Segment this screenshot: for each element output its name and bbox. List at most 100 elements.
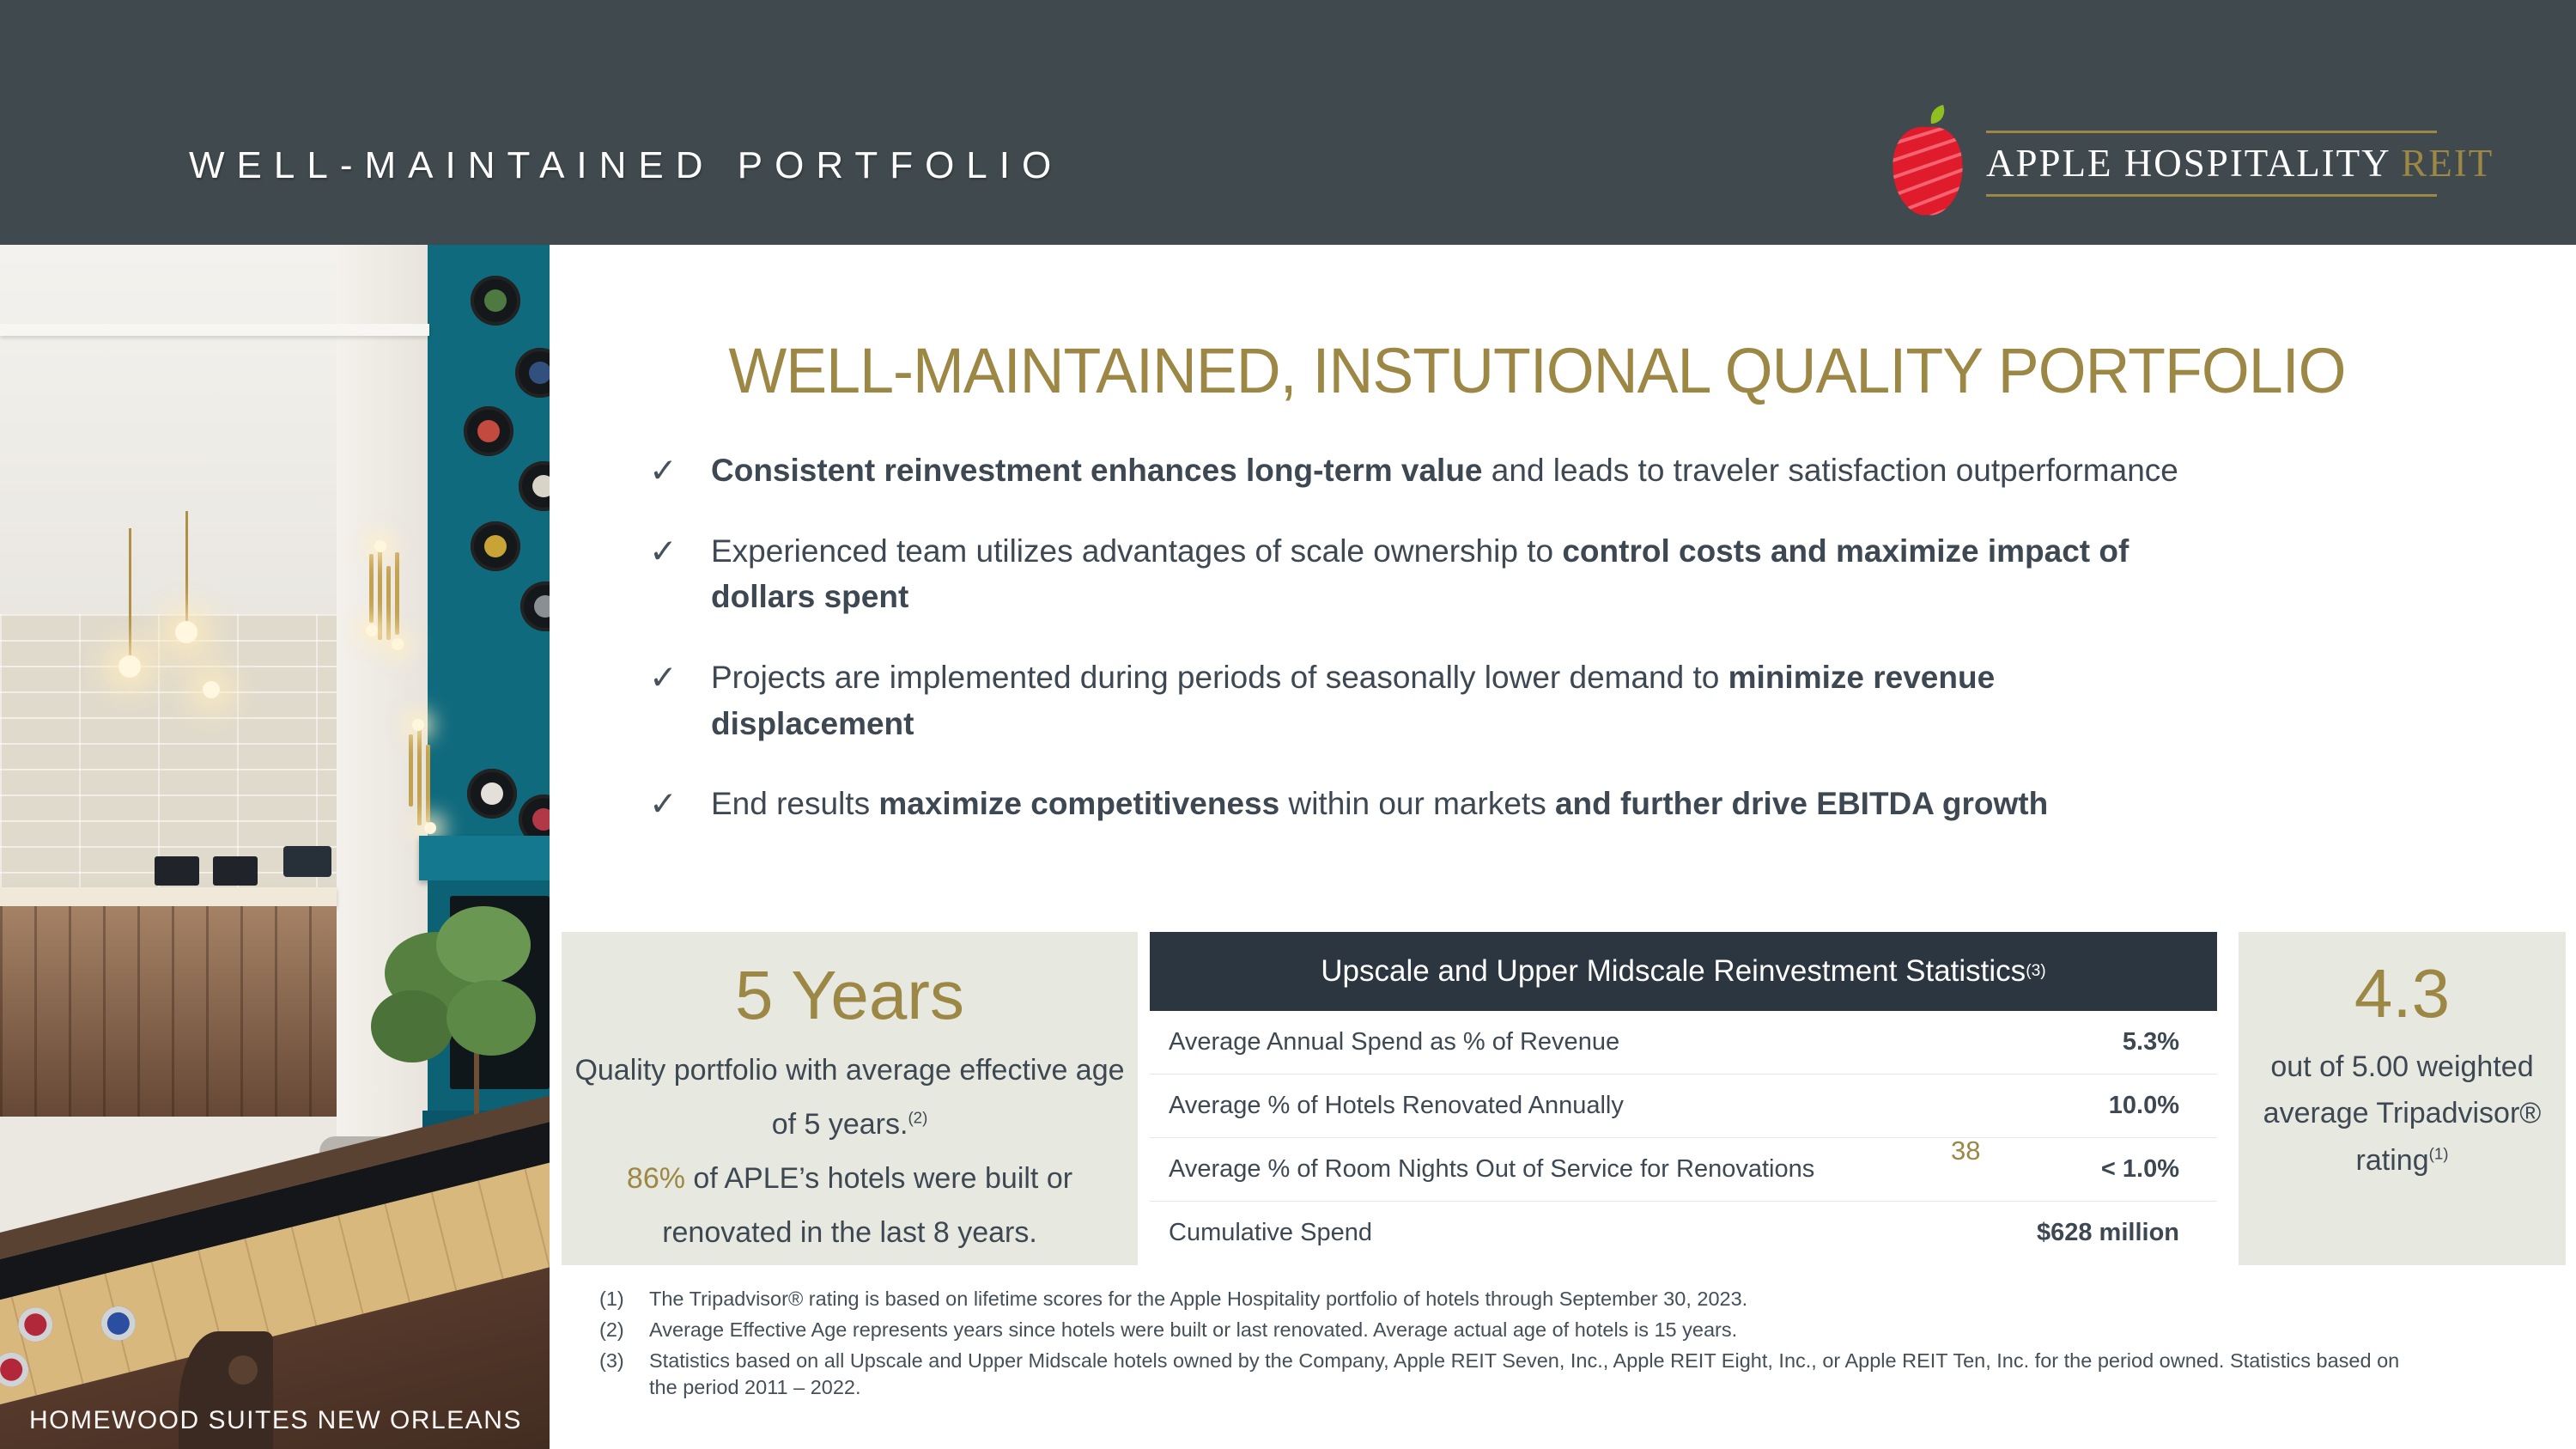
bullet-item: ✓ Consistent reinvestment enhances long-t… <box>649 447 2461 494</box>
footnote-number: (2) <box>599 1318 624 1342</box>
vinyl-record-art <box>471 521 520 571</box>
shuffleboard-leg <box>179 1331 273 1449</box>
stat-desc-rating: out of 5.00 weighted average Tripadvisor… <box>2239 1044 2566 1184</box>
table-row: Average Annual Spend as % of Revenue 5.3% <box>1150 1011 2217 1075</box>
logo-name-accent: REIT <box>2401 141 2494 185</box>
vinyl-record-art <box>471 276 520 326</box>
footnote-number: (1) <box>599 1288 624 1310</box>
apple-logo-icon <box>1893 105 1963 216</box>
bullet-item: ✓ Experienced team utilizes advantages of… <box>649 528 2461 620</box>
wall-sconce <box>404 719 441 855</box>
table-row-label: Average Annual Spend as % of Revenue <box>1169 1028 1620 1056</box>
bullet-text-bold: maximize competitiveness <box>878 786 1280 822</box>
stat-right-text: out of 5.00 weighted average Tripadvisor… <box>2263 1050 2542 1177</box>
bullet-text-bold: Consistent reinvestment enhances long-te… <box>711 453 1483 488</box>
bullet-text-bold: and further drive EBITDA growth <box>1554 786 2049 822</box>
footnote-text: Statistics based on all Upscale and Uppe… <box>649 1349 2400 1399</box>
table-row-label: Average % of Hotels Renovated Annually <box>1169 1092 1624 1119</box>
footnote-text: Average Effective Age represents years s… <box>649 1318 1738 1342</box>
table-row-value: < 1.0% <box>2100 1155 2179 1183</box>
reception-monitor <box>155 856 199 886</box>
reception-counter <box>0 887 337 906</box>
plant-foliage <box>436 906 531 983</box>
footnotes: (1) The Tripadvisor® rating is based on l… <box>599 1286 2428 1405</box>
plant-foliage <box>447 980 536 1056</box>
bullet-text: End results <box>711 786 879 822</box>
pendant-bulb <box>118 655 141 678</box>
table-row-value: $628 million <box>2036 1219 2179 1246</box>
footnote-text: The Tripadvisor® rating is based on life… <box>649 1288 1748 1310</box>
vinyl-record-art <box>515 348 550 398</box>
stat-left-line1: Quality portfolio with average effective… <box>574 1054 1125 1141</box>
stat-value-rating: 4.3 <box>2354 955 2451 1032</box>
footnote: (1) The Tripadvisor® rating is based on l… <box>599 1286 2428 1312</box>
table-body: Average Annual Spend as % of Revenue 5.3%… <box>1150 1011 2217 1264</box>
logo-rule-bottom <box>1986 193 2437 197</box>
footnote-marker: (1) <box>2428 1144 2449 1163</box>
stat-left-highlight: 86% <box>626 1161 685 1195</box>
table-row-value: 5.3% <box>2122 1028 2179 1056</box>
stat-desc-effective-age: Quality portfolio with average effective… <box>562 1044 1138 1260</box>
table-row-label: Cumulative Spend <box>1169 1219 1372 1246</box>
table-title-bar: Upscale and Upper Midscale Reinvestment … <box>1150 932 2217 1011</box>
checkmark-icon: ✓ <box>649 659 677 697</box>
checkmark-icon: ✓ <box>649 453 677 490</box>
stat-left-line2: of APLE’s hotels were built or renovated… <box>662 1161 1073 1249</box>
page-number: 38 <box>1951 1135 1981 1166</box>
table-row-value: 10.0% <box>2108 1092 2179 1119</box>
footnote-marker: (2) <box>908 1108 928 1127</box>
shuffleboard-table <box>0 1083 550 1449</box>
footnote-number: (3) <box>599 1349 624 1373</box>
shuffleboard-puck <box>97 1302 140 1345</box>
page-title: WELL-MAINTAINED, INSTUTIONAL QUALITY POR… <box>728 335 2346 406</box>
header-band: WELL-MAINTAINED PORTFOLIO <box>0 0 2576 245</box>
vinyl-record-art <box>520 581 550 631</box>
pendant-light <box>185 511 188 623</box>
plant-foliage <box>371 990 453 1062</box>
checkmark-icon: ✓ <box>649 786 677 824</box>
lobby-photo: HOMEWOOD SUITES NEW ORLEANS <box>0 245 550 1449</box>
bullet-text: and leads to traveler satisfaction outpe… <box>1482 453 2178 488</box>
reception-monitor <box>213 856 258 886</box>
slide-content: WELL-MAINTAINED, INSTUTIONAL QUALITY POR… <box>550 245 2576 1449</box>
bullet-text: within our markets <box>1279 786 1555 822</box>
reception-sign <box>283 846 331 877</box>
table-row: Average % of Room Nights Out of Service … <box>1150 1138 2217 1202</box>
photo-caption: HOMEWOOD SUITES NEW ORLEANS <box>29 1406 522 1434</box>
stat-box-effective-age: 5 Years Quality portfolio with average e… <box>562 932 1138 1265</box>
table-row: Average % of Hotels Renovated Annually 10… <box>1150 1075 2217 1138</box>
stat-box-tripadvisor: 4.3 out of 5.00 weighted average Tripadv… <box>2239 932 2566 1265</box>
logo-name: APPLE HOSPITALITY REIT <box>1986 133 2492 194</box>
footnote: (2) Average Effective Age represents year… <box>599 1317 2428 1343</box>
logo-wordmark: APPLE HOSPITALITY REIT <box>1986 130 2492 197</box>
bullet-text: Experienced team utilizes advantages of … <box>711 533 1563 569</box>
pendant-bulb <box>203 681 220 698</box>
photo-tile-wall <box>0 614 337 898</box>
bullet-text: Projects are implemented during periods … <box>711 659 1728 695</box>
pendant-bulb <box>175 621 197 643</box>
table-row: Cumulative Spend $628 million <box>1150 1202 2217 1264</box>
company-logo: APPLE HOSPITALITY REIT <box>1883 105 2492 222</box>
shuffleboard-puck <box>15 1303 57 1346</box>
vinyl-record-art <box>467 769 517 819</box>
bullet-text-bold: control costs and maximize impact of dol… <box>711 533 2129 615</box>
bullet-item: ✓ Projects are implemented during periods… <box>649 654 2461 746</box>
reception-desk <box>0 906 337 1117</box>
stat-value-years: 5 Years <box>735 957 964 1033</box>
fireplace-cornice <box>419 836 550 880</box>
logo-name-main: APPLE HOSPITALITY <box>1986 141 2390 185</box>
shuffleboard-puck <box>0 1349 33 1391</box>
logo-rule-top <box>1986 130 2437 133</box>
pendant-light <box>129 528 131 657</box>
table-row-label: Average % of Room Nights Out of Service … <box>1169 1155 1815 1183</box>
footnote: (3) Statistics based on all Upscale and U… <box>599 1348 2428 1401</box>
vinyl-record-art <box>464 406 513 456</box>
table-title: Upscale and Upper Midscale Reinvestment … <box>1321 954 2026 988</box>
checkmark-icon: ✓ <box>649 533 677 570</box>
reinvestment-stats-table: Upscale and Upper Midscale Reinvestment … <box>1150 932 2217 1265</box>
wall-sconce <box>364 540 404 674</box>
bullet-item: ✓ End results maximize competitiveness wi… <box>649 781 2461 827</box>
bullet-list: ✓ Consistent reinvestment enhances long-t… <box>649 447 2461 861</box>
bullet-text-bold: minimize revenue displacement <box>711 659 1996 741</box>
